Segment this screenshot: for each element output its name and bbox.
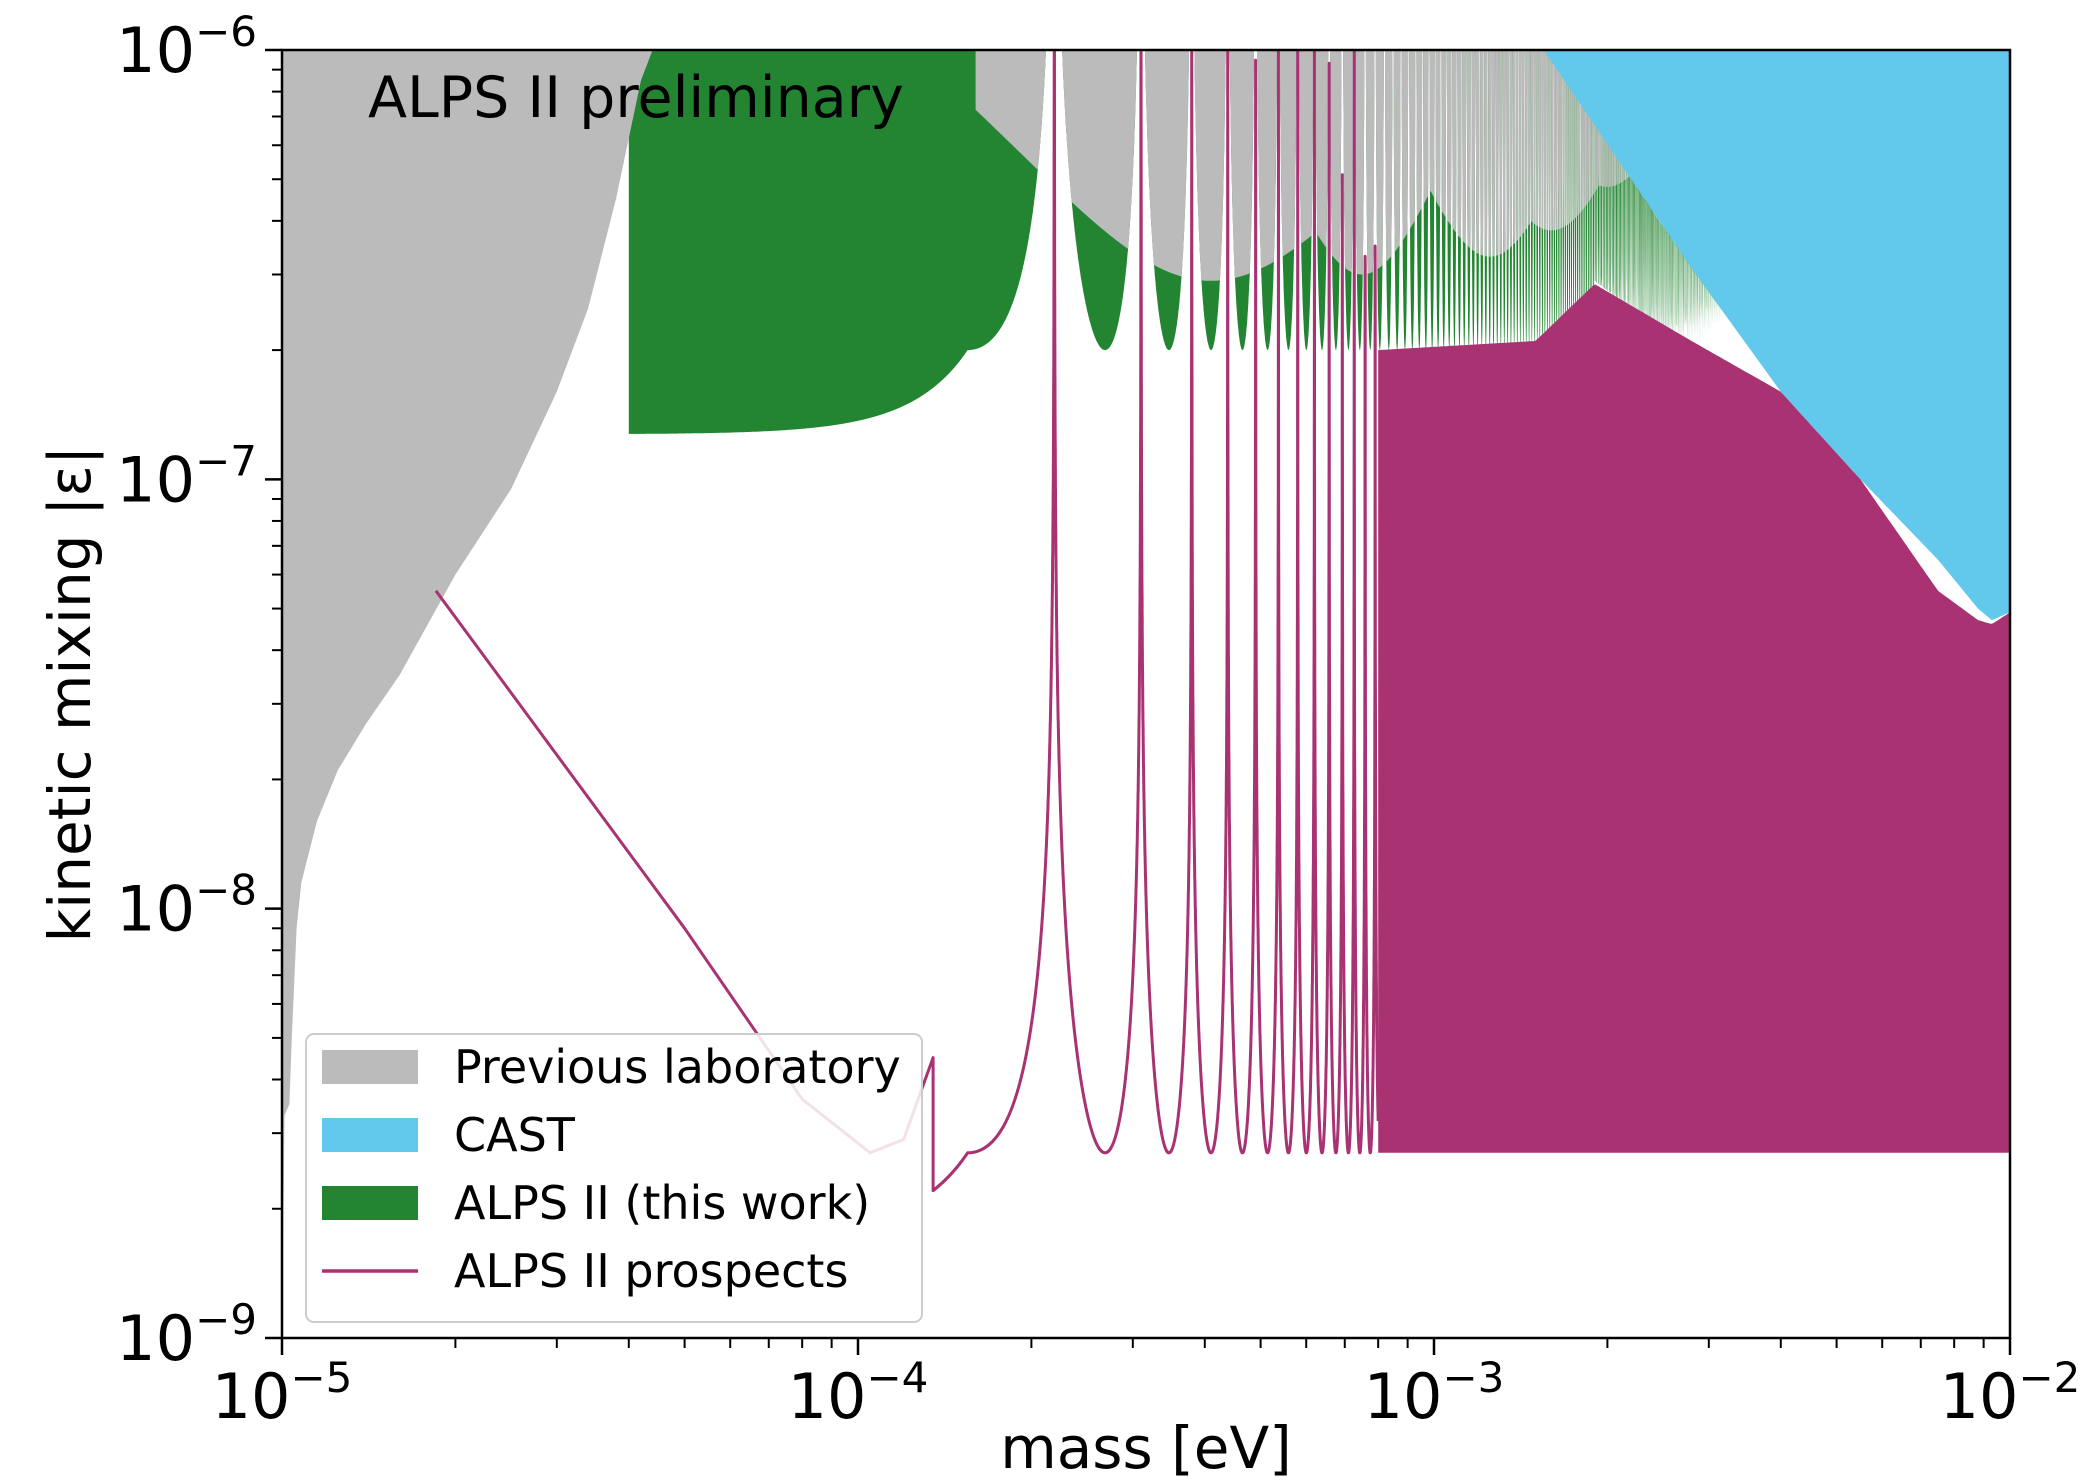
y-tick-label: 10−9 (116, 1295, 257, 1375)
alps-ii-prospects-line (434, 50, 1380, 1193)
y-tick-label: 10−7 (116, 436, 257, 516)
x-tick-label: 10−5 (212, 1353, 353, 1433)
x-axis-title: mass [eV] (1000, 1414, 1292, 1482)
y-tick-label: 10−8 (116, 866, 257, 946)
y-tick-label: 10−6 (116, 7, 257, 87)
annotation-label: ALPS II preliminary (368, 65, 904, 131)
legend-label: Previous laboratory (454, 1040, 901, 1094)
legend-swatch (322, 1118, 418, 1152)
previous-laboratory-left-region (282, 50, 653, 1338)
legend-label: CAST (454, 1108, 576, 1162)
alps-ii-prospects-region (1378, 284, 2010, 1153)
x-tick-label: 10−4 (788, 1353, 929, 1433)
cast-region (1543, 50, 2010, 621)
legend-swatch (322, 1050, 418, 1084)
x-tick-label: 10−3 (1364, 1353, 1505, 1433)
x-tick-label: 10−2 (1940, 1353, 2081, 1433)
legend-label: ALPS II prospects (454, 1244, 848, 1298)
previous-laboratory-upper-region (975, 50, 1725, 281)
legend-swatch (322, 1186, 418, 1220)
legend-label: ALPS II (this work) (454, 1176, 870, 1230)
plot-frame (280, 48, 2012, 1340)
alps-ii-this-work-region (628, 50, 1741, 434)
legend: Previous laboratory CAST ALPS II (this wor… (305, 1033, 923, 1323)
legend-box (305, 1033, 923, 1323)
y-axis-title: kinetic mixing |ε| (36, 446, 104, 943)
